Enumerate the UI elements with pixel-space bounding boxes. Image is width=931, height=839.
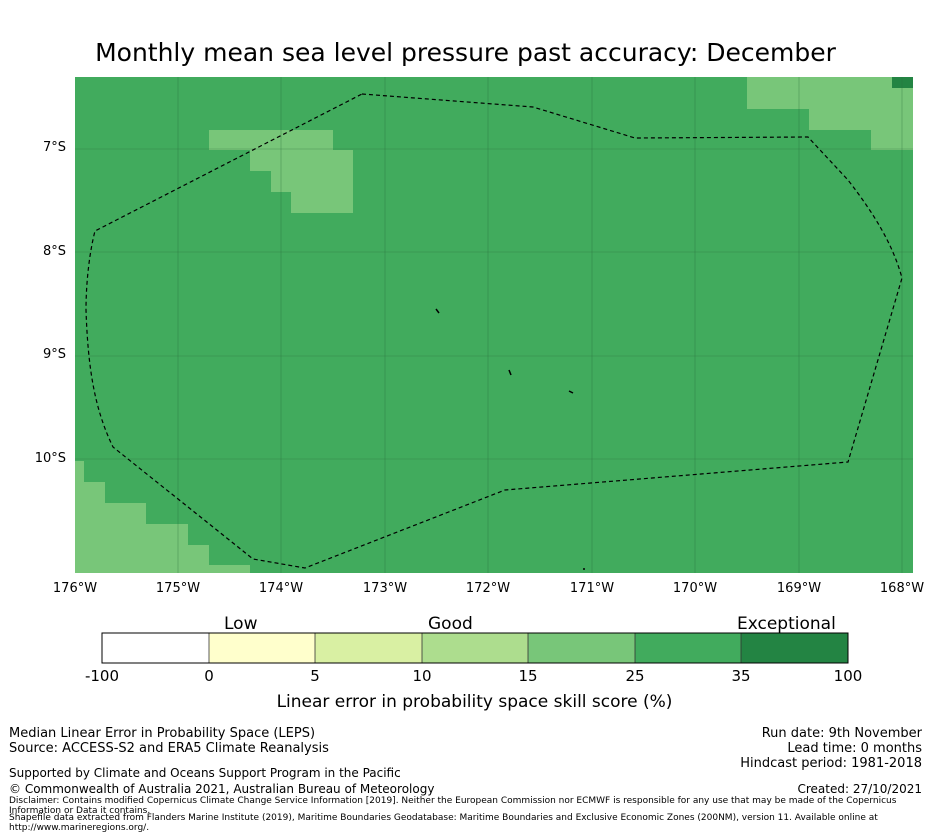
colorbar-tick: 100 bbox=[833, 667, 863, 685]
lon-label-172w: 172°W bbox=[465, 581, 511, 596]
colorbar-tick: -100 bbox=[84, 667, 120, 685]
patch-southwest bbox=[75, 461, 250, 573]
colorbar-tick: 25 bbox=[625, 667, 645, 685]
colorbar-title: Linear error in probability space skill … bbox=[276, 692, 673, 712]
colorbar bbox=[101, 632, 849, 664]
island-1 bbox=[435, 308, 440, 314]
patch-northeast bbox=[747, 77, 913, 150]
lat-label-10s: 10°S bbox=[34, 451, 66, 466]
colorbar-category-good: Good bbox=[428, 614, 473, 634]
hindcast-period: Hindcast period: 1981-2018 bbox=[740, 756, 922, 771]
colorbar-category-low: Low bbox=[224, 614, 258, 634]
lon-label-168w: 168°W bbox=[879, 581, 925, 596]
map-title: Monthly mean sea level pressure past acc… bbox=[95, 38, 836, 67]
colorbar-swatch-1 bbox=[209, 633, 315, 663]
colorbar-swatch-2 bbox=[315, 633, 422, 663]
colorbar-tick: 35 bbox=[731, 667, 751, 685]
gridlines bbox=[75, 77, 913, 573]
created-date: Created: 27/10/2021 bbox=[797, 782, 922, 796]
lon-label-175w: 175°W bbox=[155, 581, 201, 596]
colorbar-frame bbox=[101, 632, 849, 664]
colorbar-swatch-5 bbox=[635, 633, 741, 663]
lon-label-176w: 176°W bbox=[52, 581, 98, 596]
footer-support: Supported by Climate and Oceans Support … bbox=[9, 766, 401, 780]
colorbar-tick: 5 bbox=[310, 667, 320, 685]
footer-source: Source: ACCESS-S2 and ERA5 Climate Reana… bbox=[9, 741, 329, 756]
run-date: Run date: 9th November bbox=[761, 726, 922, 741]
lon-label-169w: 169°W bbox=[776, 581, 822, 596]
disclaimer: Disclaimer: Contains modified Copernicus… bbox=[9, 796, 897, 816]
island-2 bbox=[508, 369, 512, 376]
lon-label-173w: 173°W bbox=[362, 581, 408, 596]
colorbar-category-exceptional: Exceptional bbox=[737, 614, 836, 634]
colorbar-swatch-4 bbox=[528, 633, 635, 663]
lon-label-171w: 171°W bbox=[569, 581, 615, 596]
islands bbox=[435, 308, 585, 570]
lon-label-174w: 174°W bbox=[258, 581, 304, 596]
colorbar-dividers bbox=[208, 633, 742, 663]
colorbar-swatch-6 bbox=[741, 633, 848, 663]
colorbar-swatch-0 bbox=[102, 633, 209, 663]
lon-label-170w: 170°W bbox=[672, 581, 718, 596]
lat-label-9s: 9°S bbox=[42, 347, 66, 362]
map-base-area bbox=[75, 77, 913, 573]
footer-copyright: © Commonwealth of Australia 2021, Austra… bbox=[9, 782, 435, 796]
colorbar-swatch-3 bbox=[422, 633, 528, 663]
patch-high-skill bbox=[892, 77, 913, 88]
shapefile-credit: Shapefile data extracted from Flanders M… bbox=[9, 813, 878, 833]
footer-method: Median Linear Error in Probability Space… bbox=[9, 726, 316, 741]
lat-label-7s: 7°S bbox=[42, 140, 66, 155]
island-3 bbox=[568, 390, 574, 394]
colorbar-tick: 0 bbox=[204, 667, 214, 685]
lat-label-8s: 8°S bbox=[42, 244, 66, 259]
colorbar-tick: 15 bbox=[518, 667, 538, 685]
lead-time: Lead time: 0 months bbox=[787, 741, 922, 756]
colorbar-tick: 10 bbox=[412, 667, 432, 685]
